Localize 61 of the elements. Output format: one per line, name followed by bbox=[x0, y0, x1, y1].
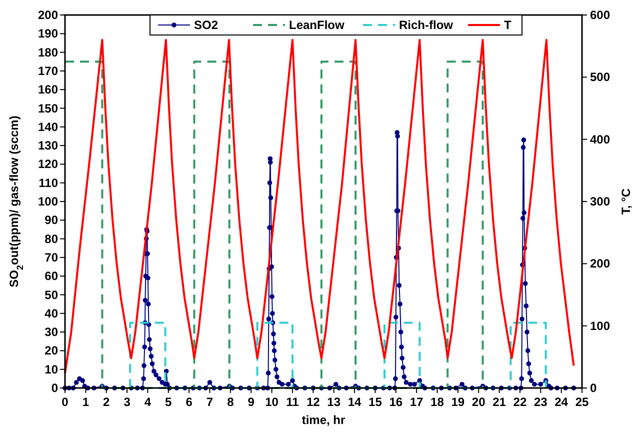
x-tick-label: 11 bbox=[286, 395, 300, 409]
x-tick-label: 2 bbox=[103, 395, 110, 409]
y2-tick-label: 400 bbox=[590, 132, 610, 146]
y-tick-label: 60 bbox=[44, 269, 58, 284]
y2-tick-label: 600 bbox=[590, 8, 610, 22]
y-tick-label: 10 bbox=[44, 362, 58, 376]
y-tick-label: 180 bbox=[38, 45, 58, 60]
x-axis-title: time, hr bbox=[302, 413, 346, 427]
y-tick-label: 30 bbox=[44, 325, 58, 340]
y-tick-label: 160 bbox=[38, 82, 58, 97]
x-tick-label: 15 bbox=[368, 395, 382, 409]
x-tick-label: 10 bbox=[265, 395, 279, 409]
x-tick-label: 5 bbox=[165, 395, 172, 409]
x-tick-label: 8 bbox=[227, 395, 234, 409]
y-tick-label: 150 bbox=[38, 101, 58, 116]
y2-tick-label: 500 bbox=[590, 70, 610, 84]
line-series bbox=[64, 38, 575, 374]
x-tick-label: 3 bbox=[124, 395, 131, 409]
x-tick-label: 20 bbox=[472, 395, 486, 409]
y2-tick-label: 200 bbox=[590, 256, 610, 271]
y-tick-label: 0 bbox=[51, 381, 58, 395]
x-tick-label: 22 bbox=[513, 395, 527, 409]
x-tick-label: 18 bbox=[430, 395, 444, 409]
y-tick-label: 40 bbox=[44, 306, 58, 320]
y-tick-label: 20 bbox=[44, 344, 58, 358]
legend-label: Rich-flow bbox=[399, 18, 454, 32]
y2-axis-title: T, °C bbox=[619, 188, 633, 215]
x-tick-label: 14 bbox=[348, 395, 362, 409]
y-tick-label: 50 bbox=[44, 288, 58, 302]
y2-tick-label: 100 bbox=[590, 318, 610, 333]
y-tick-label: 140 bbox=[38, 120, 58, 134]
x-tick-label: 17 bbox=[410, 395, 424, 409]
x-tick-label: 0 bbox=[62, 395, 69, 409]
x-tick-label: 23 bbox=[534, 395, 548, 409]
x-tick-label: 24 bbox=[554, 395, 568, 409]
y-tick-label: 170 bbox=[38, 64, 58, 78]
legend-label: SO2 bbox=[194, 18, 218, 32]
y-tick-label: 70 bbox=[44, 250, 58, 264]
y-tick-label: 120 bbox=[38, 157, 58, 172]
x-tick-label: 9 bbox=[248, 395, 255, 409]
y-tick-label: 100 bbox=[38, 194, 58, 208]
x-tick-label: 4 bbox=[144, 395, 152, 409]
x-tick-label: 16 bbox=[389, 395, 403, 409]
x-tick-label: 13 bbox=[327, 395, 341, 409]
x-tick-label: 1 bbox=[82, 395, 90, 409]
legend-label: T bbox=[504, 18, 512, 32]
x-tick-label: 12 bbox=[306, 395, 320, 409]
y-tick-label: 90 bbox=[44, 213, 58, 228]
y-tick-label: 80 bbox=[44, 232, 58, 246]
x-tick-label: 7 bbox=[206, 395, 214, 409]
y2-tick-label: 300 bbox=[590, 194, 610, 208]
legend-label: LeanFlow bbox=[289, 18, 345, 32]
x-tick-label: 19 bbox=[451, 395, 465, 409]
y-tick-label: 110 bbox=[38, 176, 58, 190]
y2-tick-label: 0 bbox=[590, 381, 597, 395]
y-tick-label: 190 bbox=[38, 26, 58, 41]
x-tick-label: 6 bbox=[186, 395, 193, 409]
x-tick-label: 25 bbox=[575, 395, 589, 409]
y-tick-label: 200 bbox=[38, 8, 58, 22]
x-tick-label: 21 bbox=[492, 395, 506, 409]
y-tick-label: 130 bbox=[38, 138, 58, 153]
